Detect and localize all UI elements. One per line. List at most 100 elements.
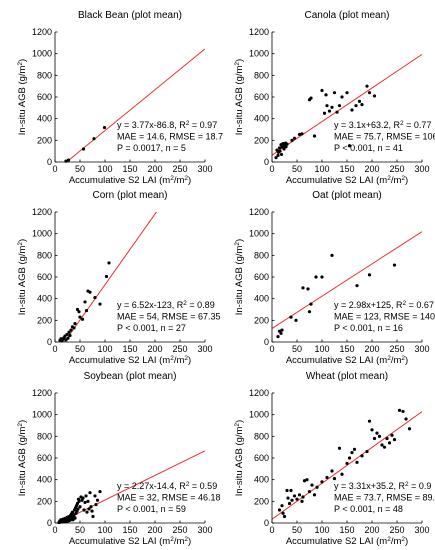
x-tick-label: 200 (364, 344, 379, 354)
data-point (91, 514, 95, 519)
data-point (78, 315, 82, 319)
regression-line (65, 48, 205, 162)
x-tick-label: 50 (75, 164, 85, 174)
x-axis-label: Accumulative S2 LAI (m2/m2) (69, 175, 191, 187)
y-tick-label: 400 (37, 114, 52, 124)
y-axis-label: In-situ AGB (g/m2) (234, 420, 246, 496)
data-point (76, 507, 80, 511)
data-point (104, 274, 109, 279)
data-point (340, 95, 344, 99)
data-point (281, 511, 285, 515)
data-point (337, 104, 342, 108)
chart-panel-4: Oat (plot mean) 0 50 100 150 200 250 300 0 200 400… (234, 190, 435, 366)
data-point (85, 510, 89, 514)
data-point (332, 476, 337, 481)
data-point (66, 336, 70, 340)
regression-line (272, 411, 422, 520)
data-point (345, 461, 349, 466)
fit-stat-line: P < 0.001, n = 48 (334, 504, 403, 514)
x-tick-label: 150 (122, 164, 137, 174)
y-tick-label: 400 (254, 475, 269, 485)
y-tick-label: 1200 (32, 27, 52, 37)
fit-stat-line: MAE = 54, RMSE = 67.35 (117, 312, 221, 322)
data-point (306, 287, 310, 291)
data-point (305, 478, 309, 482)
y-tick-label: 200 (37, 496, 52, 506)
x-axis-label: Accumulative S2 LAI (m2/m2) (69, 355, 191, 367)
data-point (67, 330, 71, 334)
data-point (401, 409, 405, 414)
data-point (340, 472, 344, 476)
data-point (84, 308, 89, 313)
data-point (312, 134, 317, 138)
y-tick-label: 800 (254, 70, 269, 80)
data-point (276, 334, 280, 339)
data-point (297, 132, 302, 136)
x-tick-label: 100 (97, 525, 112, 535)
y-tick-label: 600 (254, 92, 269, 102)
data-point (73, 516, 77, 520)
x-tick-label: 0 (269, 344, 274, 354)
data-point (324, 93, 328, 97)
data-point (280, 145, 284, 149)
data-point (390, 433, 394, 437)
x-tick-label: 200 (147, 164, 162, 174)
data-point (392, 437, 397, 442)
data-point (276, 153, 280, 158)
data-point (280, 328, 284, 332)
data-point (327, 109, 332, 113)
data-point (380, 443, 384, 447)
x-tick-label: 150 (122, 344, 137, 354)
data-point (300, 499, 304, 503)
data-point (382, 445, 387, 449)
x-tick-label: 200 (147, 344, 162, 354)
data-point (320, 480, 324, 484)
data-point (404, 417, 408, 421)
data-point (81, 147, 86, 151)
y-axis-label: In-situ AGB (g/m2) (17, 239, 29, 315)
data-point (279, 152, 284, 157)
fit-stat-line: MAE = 32, RMSE = 46.18 (117, 493, 221, 503)
data-point (73, 321, 77, 326)
data-point (320, 275, 324, 279)
chart-panel-2: Canola (plot mean) 0 50 100 150 200 250 300 0 200… (234, 10, 435, 186)
x-tick-label: 200 (147, 525, 162, 535)
data-point (360, 454, 364, 458)
x-tick-label: 150 (339, 344, 354, 354)
chart-title: Canola (plot mean) (304, 10, 389, 21)
x-tick-label: 50 (75, 344, 85, 354)
data-point (302, 479, 307, 483)
data-point (287, 501, 292, 506)
data-point (354, 104, 358, 108)
data-point (282, 147, 286, 151)
data-point (95, 498, 100, 502)
data-point (330, 469, 334, 473)
y-tick-label: 1200 (249, 207, 269, 217)
x-tick-label: 0 (52, 164, 57, 174)
data-point (282, 514, 287, 519)
x-tick-label: 300 (197, 164, 212, 174)
data-point (102, 125, 107, 130)
y-tick-label: 1000 (249, 410, 269, 420)
y-tick-label: 1200 (32, 207, 52, 217)
x-tick-label: 150 (339, 525, 354, 535)
data-point (289, 488, 293, 493)
regression-line (57, 450, 205, 523)
data-point (285, 142, 289, 146)
y-tick-label: 200 (37, 315, 52, 325)
x-tick-label: 250 (389, 164, 404, 174)
x-tick-label: 150 (122, 525, 137, 535)
data-point (84, 494, 88, 498)
data-point (89, 505, 93, 509)
data-point (93, 295, 97, 300)
data-point (70, 510, 75, 514)
x-tick-label: 100 (314, 525, 329, 535)
data-point (397, 408, 402, 412)
y-tick-label: 1000 (32, 229, 52, 239)
y-tick-label: 0 (47, 337, 52, 347)
data-point (332, 91, 337, 95)
data-point (90, 509, 94, 513)
data-point (301, 286, 305, 290)
x-axis-label: Accumulative S2 LAI (m2/m2) (69, 536, 191, 548)
